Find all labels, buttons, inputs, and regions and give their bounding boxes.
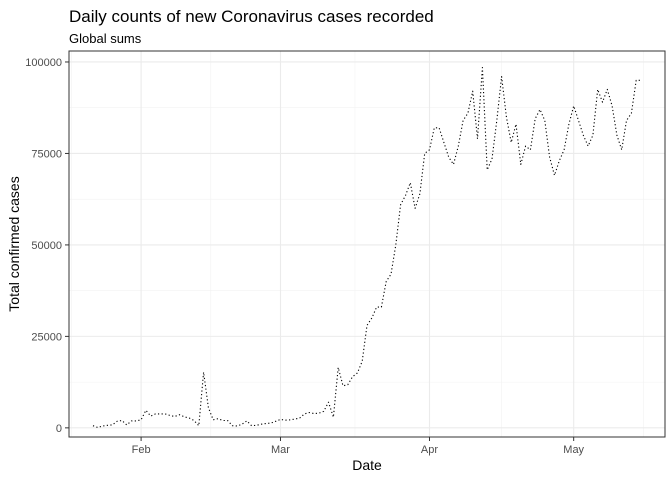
y-tick-label: 50000 xyxy=(31,240,62,252)
y-axis-ticks: 0 25000 50000 75000 100000 xyxy=(25,57,69,435)
grid-lines xyxy=(69,51,665,437)
chart-subtitle: Global sums xyxy=(69,31,142,46)
y-tick-label: 100000 xyxy=(25,57,62,69)
x-tick-label: Apr xyxy=(421,444,438,456)
x-axis-ticks: Feb Mar Apr May xyxy=(132,437,585,456)
x-tick-label: Feb xyxy=(132,444,151,456)
series-line-group xyxy=(92,66,641,429)
series-line xyxy=(92,66,641,429)
y-tick-label: 25000 xyxy=(31,331,62,343)
x-tick-label: Mar xyxy=(271,444,290,456)
y-tick-label: 75000 xyxy=(31,148,62,160)
y-axis-label: Total confirmed cases xyxy=(6,176,22,311)
y-tick-label: 0 xyxy=(56,423,62,435)
chart-title: Daily counts of new Coronavirus cases re… xyxy=(69,7,434,26)
plot-panel-border xyxy=(68,50,666,438)
x-tick-label: May xyxy=(563,444,584,456)
x-axis-label: Date xyxy=(352,457,382,473)
